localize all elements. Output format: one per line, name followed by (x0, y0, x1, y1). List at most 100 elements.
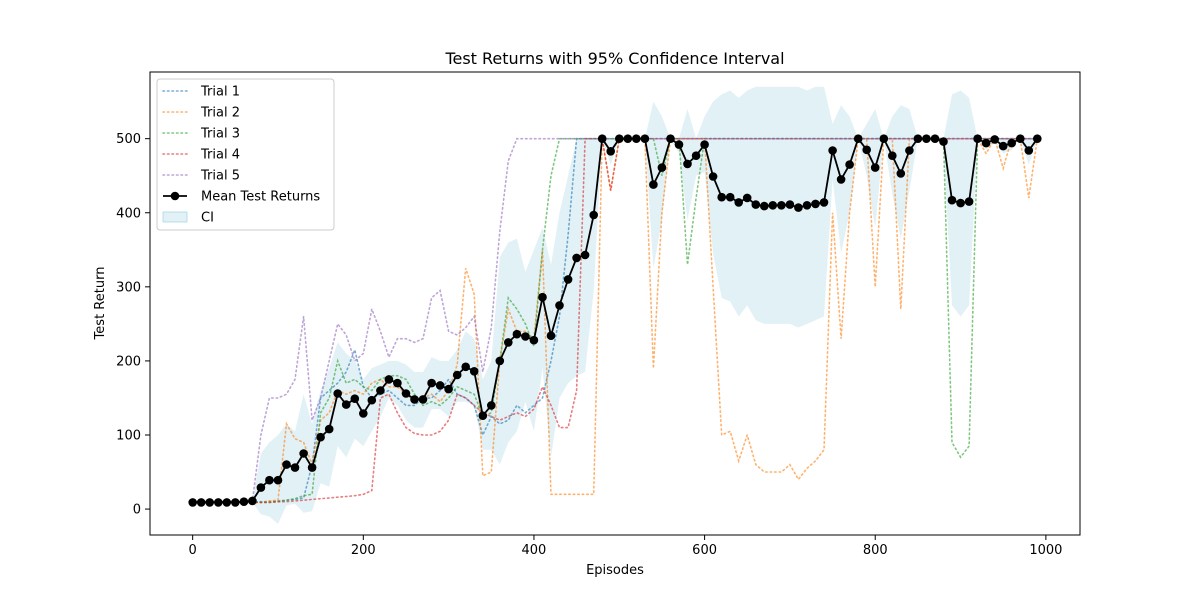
mean-point (478, 411, 488, 421)
mean-point (529, 335, 539, 345)
mean-point (725, 192, 735, 202)
mean-point (708, 172, 718, 181)
mean-point (333, 389, 343, 398)
mean-point (1033, 134, 1042, 143)
mean-point (683, 159, 692, 169)
mean-point (777, 201, 786, 210)
x-tick-label: 1000 (1029, 543, 1062, 558)
legend-label: CI (201, 211, 214, 226)
mean-point (717, 192, 726, 202)
mean-point (802, 201, 812, 210)
mean-point (341, 400, 351, 409)
mean-point (981, 138, 991, 148)
mean-point (836, 175, 846, 184)
legend-entry: Trial 5 (162, 169, 240, 184)
legend-entry: Mean Test Returns (163, 190, 320, 205)
mean-point (956, 198, 965, 208)
mean-point (870, 163, 880, 172)
legend-label: Mean Test Returns (201, 190, 320, 205)
mean-point (905, 146, 914, 155)
legend: Trial 1 Trial 2 Trial 3 Trial 4 Trial 5 Mean … (156, 78, 335, 231)
mean-point (205, 498, 214, 507)
mean-point (615, 134, 624, 143)
x-tick-label: 200 (351, 543, 376, 558)
legend-entry: Trial 3 (162, 127, 240, 142)
mean-point (990, 135, 999, 144)
mean-point (785, 200, 795, 209)
mean-point (265, 475, 274, 485)
y-axis: 0 100 200 300 400 500 (116, 132, 150, 518)
mean-point (845, 160, 854, 169)
mean-point (521, 332, 530, 341)
legend-label: Trial 4 (200, 148, 240, 163)
mean-point (427, 378, 436, 388)
mean-point (751, 200, 761, 209)
mean-point (811, 199, 820, 209)
legend-entry: CI (162, 211, 214, 226)
mean-point (742, 193, 752, 203)
mean-point (1007, 138, 1016, 148)
mean-point (282, 460, 291, 469)
mean-point (563, 275, 573, 284)
mean-point (700, 140, 709, 149)
mean-point (290, 463, 300, 472)
mean-point (853, 134, 863, 143)
mean-point (512, 329, 522, 339)
mean-point (469, 367, 479, 376)
mean-point (888, 151, 897, 160)
mean-point (504, 338, 513, 347)
mean-point (231, 498, 240, 507)
mean-point (998, 141, 1008, 151)
mean-point (649, 180, 658, 189)
mean-point (657, 163, 667, 172)
mean-point (555, 301, 564, 310)
x-tick-label: 0 (189, 543, 197, 558)
legend-entry: Trial 4 (162, 148, 240, 163)
mean-point (188, 498, 197, 507)
legend-entry: Trial 2 (162, 106, 240, 121)
mean-point (273, 475, 283, 485)
mean-point (214, 498, 223, 507)
y-tick-label: 100 (116, 428, 141, 443)
mean-point (538, 292, 547, 302)
mean-point (597, 134, 607, 143)
chart-title: Test Returns with 95% Confidence Interva… (444, 49, 784, 68)
legend-swatch-marker (170, 191, 180, 201)
mean-point (401, 389, 411, 398)
mean-point (350, 394, 360, 404)
mean-point (1024, 146, 1034, 155)
y-tick-label: 400 (116, 206, 141, 221)
mean-point (1016, 134, 1025, 143)
mean-point (606, 147, 615, 156)
mean-point (410, 395, 419, 404)
mean-point (674, 140, 684, 149)
mean-point (222, 498, 232, 507)
trial-4-line (191, 137, 1039, 504)
mean-point (546, 331, 556, 341)
mean-point (495, 356, 505, 366)
mean-point (452, 370, 462, 380)
mean-point (196, 498, 206, 507)
mean-point (316, 432, 325, 442)
legend-label: Trial 1 (200, 85, 240, 100)
mean-point (632, 134, 641, 143)
ci-band-layer (192, 86, 1038, 524)
mean-point (487, 401, 496, 410)
mean-line (192, 136, 1039, 504)
y-tick-label: 300 (116, 280, 141, 295)
mean-point (964, 197, 974, 206)
mean-point (444, 384, 453, 394)
mean-point (947, 195, 957, 205)
mean-point (640, 134, 650, 143)
mean-point (734, 198, 743, 207)
mean-point (973, 134, 982, 143)
legend-label: Trial 2 (200, 106, 240, 121)
mean-point (461, 362, 471, 372)
mean-point (239, 497, 249, 507)
mean-point (623, 134, 633, 143)
mean-point (760, 201, 769, 211)
mean-point (913, 134, 923, 143)
mean-point (376, 386, 385, 395)
mean-point (367, 395, 377, 405)
